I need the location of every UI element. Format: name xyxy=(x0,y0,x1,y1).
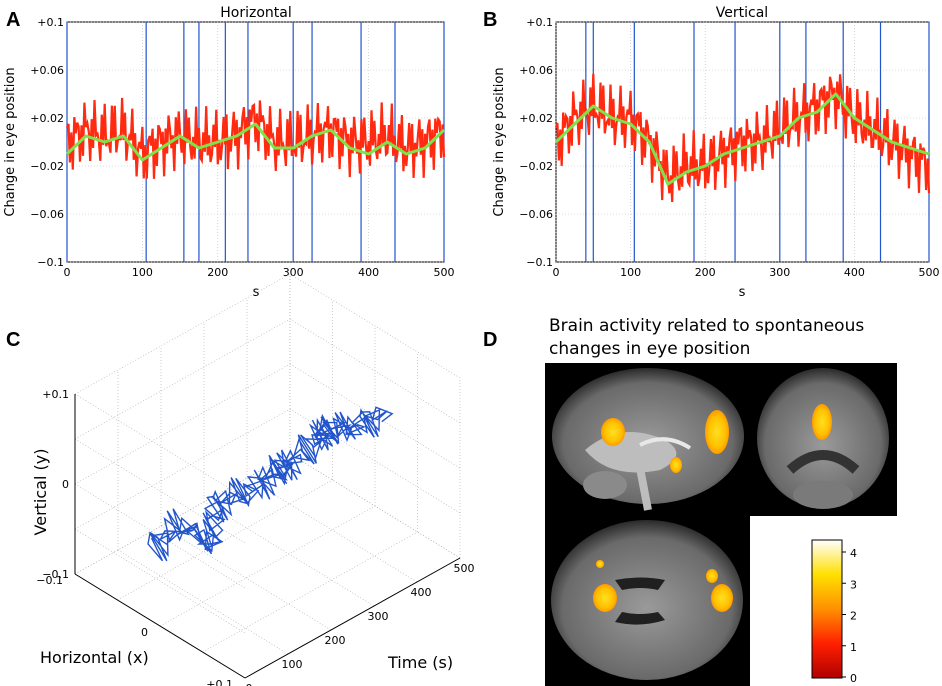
y-tick-label: +0.1 xyxy=(526,16,553,29)
y-tick-label: +0.06 xyxy=(30,64,64,77)
series-line-raw xyxy=(554,73,931,203)
wall-gridline xyxy=(289,408,461,514)
colorbar xyxy=(811,539,843,679)
wall-gridline xyxy=(74,438,246,544)
time-tick-label: 100 xyxy=(282,658,303,671)
wall-gridline xyxy=(74,528,246,634)
wall-gridline xyxy=(74,453,291,575)
x-tick-label: 400 xyxy=(844,266,865,279)
y-tick-label: 0 xyxy=(62,478,69,491)
y-tick-label: −0.06 xyxy=(30,208,64,221)
series-line-smoothed xyxy=(554,92,930,186)
brain-title-line1: Brain activity related to spontaneous xyxy=(549,316,864,336)
floor-gridline xyxy=(202,531,418,653)
x-tick-label: 200 xyxy=(695,266,716,279)
y-tick-label: −0.1 xyxy=(526,256,553,269)
wall-gridline xyxy=(289,318,461,424)
time-tick-label: 200 xyxy=(325,634,346,647)
x-axis-label: s xyxy=(253,285,260,300)
colorbar-tick-label: 0 xyxy=(850,672,857,685)
coronal-slice-image xyxy=(750,363,897,516)
x-tick-label: 0 xyxy=(553,266,560,279)
chart-title: Horizontal xyxy=(220,5,291,21)
sagittal-slice-image xyxy=(545,363,750,516)
y-tick-label: −0.02 xyxy=(30,160,64,173)
wall-gridline xyxy=(74,318,291,440)
x-tick-label: 500 xyxy=(919,266,940,279)
panel-b-label: B xyxy=(483,9,497,31)
y-tick-label: −0.02 xyxy=(519,160,553,173)
x-axis-label: Horizontal (x) xyxy=(40,648,149,667)
wall-gridline xyxy=(289,363,461,469)
floor-gridline xyxy=(246,477,418,583)
x-tick-label: 300 xyxy=(283,266,304,279)
x-axis-label: s xyxy=(739,285,746,300)
panel-d-brain: Brain activity related to spontaneous ch… xyxy=(545,316,897,686)
brain-title-line2: changes in eye position xyxy=(549,339,750,359)
time-tick-label: 0 xyxy=(246,682,253,686)
x-tick-label: 200 xyxy=(207,266,228,279)
y-tick-label: +0.1 xyxy=(42,388,69,401)
panel-c-label: C xyxy=(6,329,20,351)
x-tick-label: +0.1 xyxy=(206,678,233,686)
y-axis-label: Change in eye position xyxy=(492,67,507,216)
colorbar-tick-label: 1 xyxy=(850,641,857,654)
y-tick-label: +0.1 xyxy=(37,16,64,29)
panel-c-3d-chart: Vertical (y) Horizontal (x) Time (s) 0 10… xyxy=(31,273,475,686)
x-tick-label: 500 xyxy=(434,266,455,279)
axial-slice-image xyxy=(545,516,750,686)
wall-gridline xyxy=(74,363,291,485)
x-tick-label: 100 xyxy=(132,266,153,279)
panel-d-label: D xyxy=(483,329,497,351)
y-tick-label: +0.06 xyxy=(519,64,553,77)
y-tick-label: −0.06 xyxy=(519,208,553,221)
y-tick-label: +0.02 xyxy=(30,112,64,125)
floor-gridline xyxy=(159,505,376,627)
time-tick-label: 400 xyxy=(411,586,432,599)
chart-title: Vertical xyxy=(716,5,768,21)
colorbar-tick-label: 2 xyxy=(850,610,857,623)
time-axis-line xyxy=(244,557,461,679)
colorbar-tick-label: 4 xyxy=(850,547,857,560)
series-line-smoothed xyxy=(65,122,446,162)
wall-gridline xyxy=(289,273,461,379)
x-tick-label: 0 xyxy=(64,266,71,279)
x-tick-label: 400 xyxy=(358,266,379,279)
wall-gridline xyxy=(74,483,246,589)
floor-gridline xyxy=(117,479,333,601)
time-axis-label: Time (s) xyxy=(387,653,453,672)
x-axis-line xyxy=(74,573,246,679)
wall-gridline xyxy=(74,393,246,499)
colorbar-tick-label: 3 xyxy=(850,578,857,591)
y-axis-label: Vertical (y) xyxy=(31,449,50,536)
panel-a-chart: Horizontal s Change in eye position 0 100… xyxy=(3,5,455,300)
x-tick-label: −0.1 xyxy=(36,574,63,587)
y-tick-label: +0.02 xyxy=(519,112,553,125)
wall-gridline xyxy=(289,453,461,559)
floor-gridline xyxy=(160,525,332,631)
time-tick-label: 300 xyxy=(368,610,389,623)
series-line-raw xyxy=(65,97,446,179)
wall-gridline xyxy=(74,408,291,530)
x-tick-label: 300 xyxy=(769,266,790,279)
y-tick-label: −0.1 xyxy=(42,568,69,581)
x-tick-label: 0 xyxy=(141,626,148,639)
panel-b-chart: Vertical s Change in eye position 0 100 20… xyxy=(492,5,940,300)
trajectory-line xyxy=(147,406,394,562)
time-tick-label: 500 xyxy=(454,562,475,575)
floor-gridline xyxy=(117,549,289,655)
y-axis-label: Change in eye position xyxy=(3,67,18,216)
y-tick-label: −0.1 xyxy=(37,256,64,269)
panel-a-label: A xyxy=(6,9,20,31)
wall-gridline xyxy=(74,273,291,395)
x-tick-label: 100 xyxy=(620,266,641,279)
